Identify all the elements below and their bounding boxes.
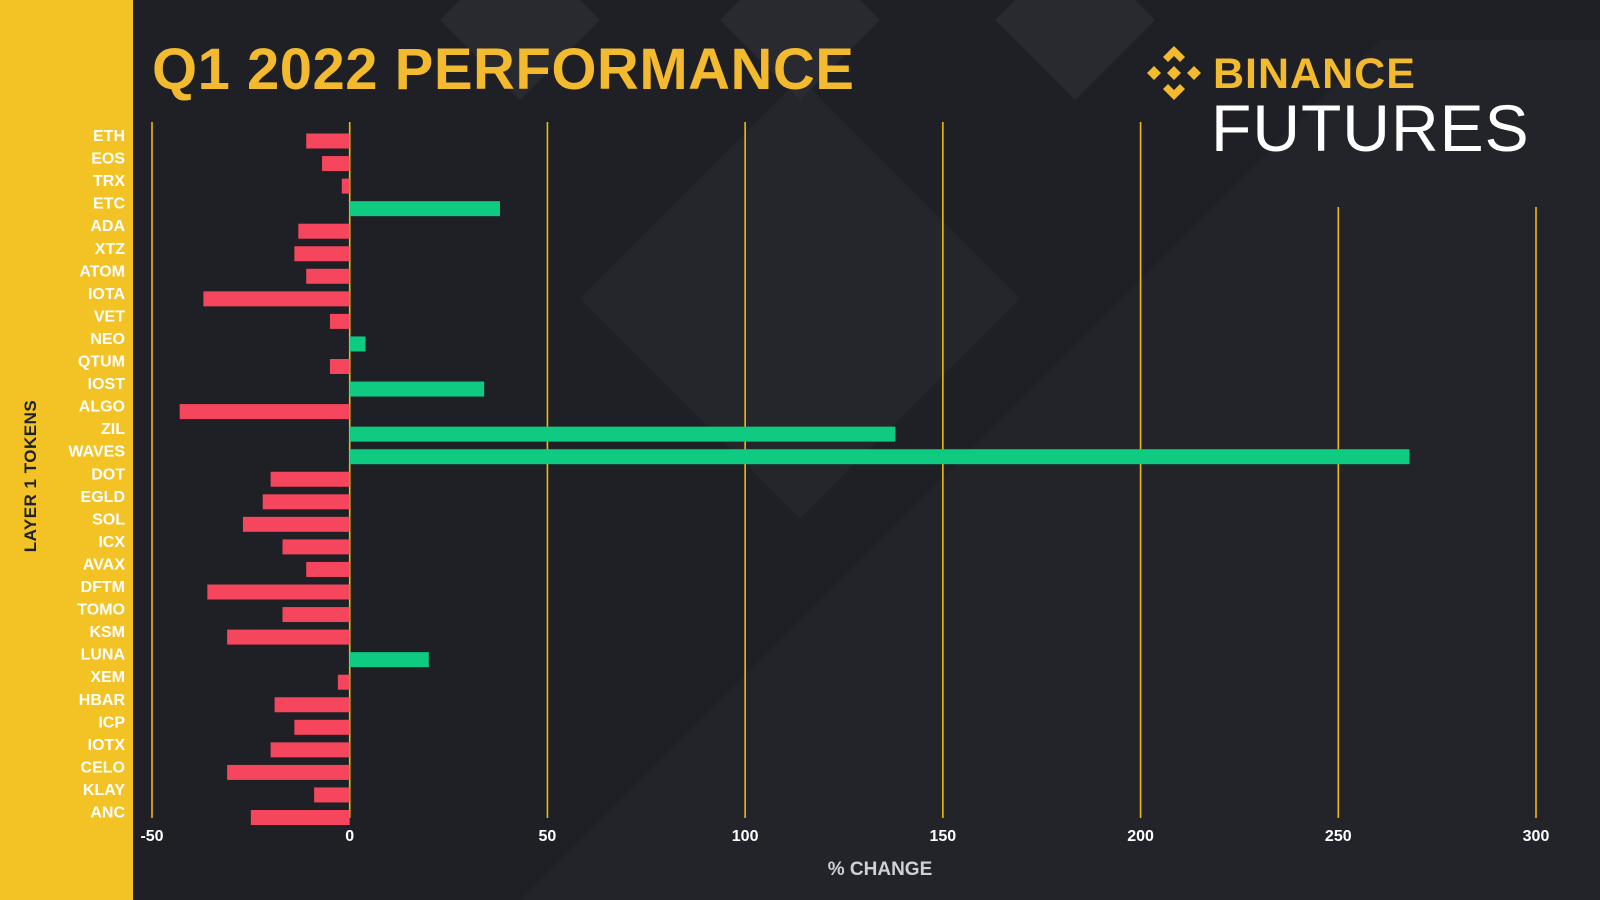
bar-iost xyxy=(349,381,485,397)
bar-dftm xyxy=(207,584,350,600)
category-label-icp: ICP xyxy=(98,714,125,731)
bar-vet xyxy=(329,313,350,329)
bg-diamond-small-1 xyxy=(440,0,600,100)
tick-label-250: 250 xyxy=(1325,828,1352,845)
binance-diamond-icon xyxy=(1147,46,1201,100)
bar-anc xyxy=(250,810,350,825)
bar-klay xyxy=(314,787,350,803)
bar-qtum xyxy=(329,359,350,374)
category-label-xtz: XTZ xyxy=(95,241,125,258)
bar-sol xyxy=(242,516,350,532)
bar-dot xyxy=(270,471,350,487)
category-label-ada: ADA xyxy=(90,218,125,235)
bar-neo xyxy=(349,336,366,352)
brand-logo: BINANCE FUTURES xyxy=(1145,44,1565,165)
category-label-tomo: TOMO xyxy=(77,602,125,619)
category-label-eth: ETH xyxy=(93,128,125,145)
bar-waves xyxy=(349,449,1410,465)
category-label-klay: KLAY xyxy=(83,782,125,799)
bg-diamond-small-3 xyxy=(995,0,1155,100)
brand-product: FUTURES xyxy=(1211,91,1530,165)
category-label-waves: WAVES xyxy=(68,444,125,461)
bar-xem xyxy=(337,674,350,690)
bars xyxy=(179,133,1410,825)
bar-zil xyxy=(349,426,896,442)
category-label-algo: ALGO xyxy=(79,399,125,416)
bar-xtz xyxy=(294,246,350,262)
category-label-qtum: QTUM xyxy=(78,354,125,371)
bar-avax xyxy=(306,561,350,577)
category-label-iost: IOST xyxy=(88,376,126,393)
category-label-icx: ICX xyxy=(98,534,125,551)
bar-icp xyxy=(294,719,350,735)
tick-label-200: 200 xyxy=(1127,828,1154,845)
bar-celo xyxy=(227,764,350,780)
bg-diagonal-band xyxy=(520,40,1600,900)
category-label-zil: ZIL xyxy=(101,421,125,438)
category-label-ksm: KSM xyxy=(89,624,125,641)
category-labels: ETH EOS TRX ETC ADA XTZ ATOM IOTA VET NEO QTUM IOST… xyxy=(68,128,125,822)
bar-etc xyxy=(349,201,500,217)
page-title: Q1 2022 PERFORMANCE xyxy=(152,37,855,102)
side-band xyxy=(0,0,133,900)
bar-luna xyxy=(349,652,429,668)
category-label-trx: TRX xyxy=(93,173,125,190)
bar-iotx xyxy=(270,742,350,758)
category-label-eos: EOS xyxy=(91,151,125,168)
category-label-sol: SOL xyxy=(92,511,125,528)
category-label-celo: CELO xyxy=(81,759,125,776)
tick-label-100: 100 xyxy=(732,828,759,845)
category-label-iotx: IOTX xyxy=(88,737,126,754)
tick-label-150: 150 xyxy=(930,828,957,845)
bar-tomo xyxy=(282,607,350,623)
x-axis-label: % CHANGE xyxy=(827,859,933,880)
category-label-dot: DOT xyxy=(91,466,125,483)
category-label-xem: XEM xyxy=(90,669,125,686)
bar-icx xyxy=(282,539,350,555)
category-label-neo: NEO xyxy=(90,331,125,348)
tick-label-50: 50 xyxy=(539,828,557,845)
category-label-luna: LUNA xyxy=(81,647,126,664)
bg-diamond-small-2 xyxy=(720,0,880,100)
tick-label-300: 300 xyxy=(1523,828,1550,845)
grid-lines xyxy=(151,122,1537,818)
brand-name: BINANCE xyxy=(1213,50,1416,98)
bar-hbar xyxy=(274,697,350,713)
bar-eth xyxy=(306,133,350,149)
bar-atom xyxy=(306,268,350,284)
bar-trx xyxy=(341,178,350,194)
bar-ksm xyxy=(227,629,350,645)
category-label-iota: IOTA xyxy=(88,286,125,303)
category-label-dftm: DFTM xyxy=(81,579,125,596)
bar-eos xyxy=(322,156,350,172)
category-label-atom: ATOM xyxy=(79,263,125,280)
category-label-avax: AVAX xyxy=(83,556,125,573)
tick-label--50: -50 xyxy=(140,828,163,845)
category-label-etc: ETC xyxy=(93,196,125,213)
bar-ada xyxy=(298,223,350,239)
bar-iota xyxy=(203,291,350,307)
bg-diamond-large xyxy=(580,78,1020,518)
tick-label-0: 0 xyxy=(345,828,354,845)
category-label-egld: EGLD xyxy=(81,489,125,506)
category-label-hbar: HBAR xyxy=(79,692,126,709)
bar-egld xyxy=(262,494,350,510)
bar-algo xyxy=(179,404,350,420)
category-label-vet: VET xyxy=(94,308,125,325)
tick-labels: -50 0 50 100 150 200 250 300 xyxy=(140,828,1549,845)
category-label-anc: ANC xyxy=(90,805,125,822)
